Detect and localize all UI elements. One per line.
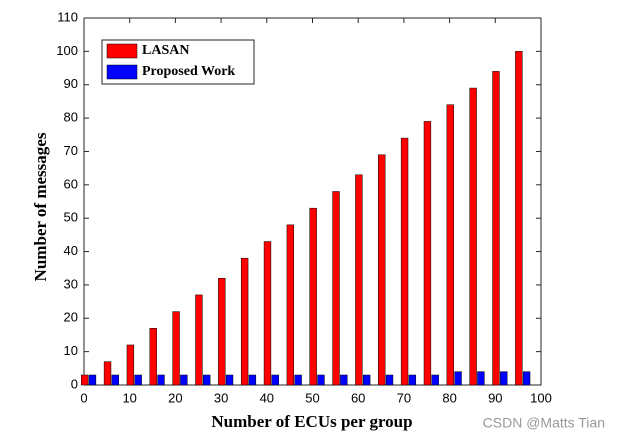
- y-tick-label: 70: [64, 143, 78, 158]
- y-tick-label: 20: [64, 310, 78, 325]
- bar: [309, 207, 317, 386]
- bar: [111, 374, 119, 386]
- y-tick-label: 0: [71, 376, 78, 391]
- y-tick-label: 90: [64, 76, 78, 91]
- bar: [492, 71, 500, 386]
- bar: [355, 174, 363, 386]
- y-tick-label: 60: [64, 176, 78, 191]
- x-tick-label: 100: [530, 390, 552, 405]
- bar: [522, 371, 531, 386]
- bar: [294, 374, 302, 386]
- bar: [423, 121, 432, 386]
- y-tick-label: 30: [64, 276, 78, 291]
- x-tick-label: 70: [397, 390, 411, 405]
- bar: [271, 374, 279, 386]
- legend-label: LASAN: [142, 43, 189, 58]
- bar: [240, 257, 249, 386]
- x-tick-label: 0: [80, 390, 87, 405]
- bar: [195, 294, 203, 386]
- bar: [157, 374, 165, 386]
- x-axis-label: Number of ECUs per group: [211, 412, 412, 431]
- x-tick-label: 90: [488, 390, 502, 405]
- bar: [362, 374, 371, 386]
- bar: [408, 374, 417, 386]
- y-tick-label: 10: [64, 343, 78, 358]
- legend-label: Proposed Work: [142, 64, 235, 79]
- bar: [385, 374, 394, 386]
- bar: [454, 371, 462, 386]
- x-tick-label: 80: [442, 390, 456, 405]
- bar: [225, 374, 234, 386]
- x-tick-label: 40: [260, 390, 274, 405]
- bar: [446, 104, 454, 386]
- bar: [515, 51, 523, 386]
- bar: [340, 374, 348, 386]
- bar: [500, 371, 508, 386]
- bar: [180, 374, 188, 386]
- y-tick-label: 50: [64, 210, 78, 225]
- x-tick-label: 20: [168, 390, 182, 405]
- bar: [81, 374, 89, 386]
- x-tick-label: 30: [214, 390, 228, 405]
- bar: [134, 374, 142, 386]
- x-tick-label: 60: [351, 390, 365, 405]
- bar: [263, 241, 272, 386]
- y-tick-label: 100: [56, 43, 78, 58]
- bar: [149, 328, 157, 386]
- bar: [88, 374, 97, 386]
- y-axis-label: Number of messages: [31, 132, 50, 281]
- bar: [172, 311, 180, 386]
- y-tick-label: 110: [57, 9, 78, 24]
- y-tick-label: 80: [64, 110, 78, 125]
- bar: [218, 277, 226, 386]
- bar: [248, 374, 257, 386]
- bar: [103, 361, 112, 386]
- bar: [469, 87, 477, 386]
- bar: [286, 224, 295, 386]
- legend-swatch: [106, 64, 138, 80]
- y-tick-label: 40: [64, 243, 78, 258]
- bar: [378, 154, 386, 386]
- bar: [477, 371, 485, 386]
- bar: [203, 374, 211, 386]
- x-tick-label: 10: [122, 390, 136, 405]
- watermark: CSDN @Matts Tian: [483, 415, 605, 431]
- x-tick-label: 50: [305, 390, 319, 405]
- bar: [431, 374, 439, 386]
- bar: [317, 374, 325, 386]
- bar: [332, 191, 340, 386]
- bar: [400, 137, 409, 386]
- bar: [126, 344, 135, 386]
- legend-swatch: [106, 43, 138, 59]
